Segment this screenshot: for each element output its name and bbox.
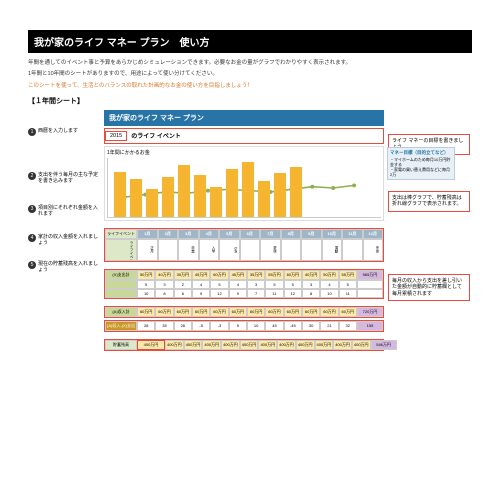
page-title: 我が家のライフ マネー プラン 使い方 <box>28 30 472 53</box>
sheet-label: 【１年間シート】 <box>28 96 472 106</box>
left-annotations: 1西暦を入力します 2支出を伴う毎月の主な予定を書き込みます 3項目別にそれぞれ… <box>28 110 100 351</box>
desc-line-1: 年間を通してのイベント事と予算をあらかじめシミュレーションできます。必要なお金の… <box>28 59 472 67</box>
rnote-3: 毎月の収入から支出を差し引いた金額が自動的に貯蓄欄として毎月累積されます <box>388 274 470 302</box>
income-table: (A)収入計60万円60万円60万円60万円60万円60万円60万円60万円60… <box>104 306 384 318</box>
sub-title: のライフ イベント <box>131 131 181 140</box>
diff-table: (A)収入-(X)支出283526-5-351045-45302132155 <box>104 320 384 332</box>
events-table: ライフイベント1月2月3月4月5月6月7月8月9月10月11月12月 ライフイベ… <box>104 228 384 262</box>
chart-title: 1年間にかかるお金 <box>107 149 381 156</box>
desc-line-3: このシートを使って、生活とのバランスの取れた計画的なお金の使い方を目指しましょう… <box>28 82 472 90</box>
rnote-2: 支出は棒グラフで、貯蓄残高は折れ線グラフで表示されます。 <box>388 191 470 212</box>
year-input[interactable]: 2015 <box>105 131 127 141</box>
note-3: 3項目別にそれぞれ金額を入れます <box>28 205 100 218</box>
summary-box: マネー目標（目的立てなど） ・マイホームのため毎月10万円貯金する ・家電の買い… <box>387 147 455 181</box>
main-layout: 1西暦を入力します 2支出を伴う毎月の主な予定を書き込みます 3項目別にそれぞれ… <box>28 110 472 351</box>
center-content: 我が家のライフ マネー プラン 2015 のライフ イベント マネー目標（目的立… <box>104 110 384 351</box>
bar-chart <box>107 158 381 218</box>
note-1: 1西暦を入力します <box>28 128 100 136</box>
chart-container: マネー目標（目的立てなど） ・マイホームのため毎月10万円貯金する ・家電の買い… <box>104 146 384 221</box>
note-4: 4家計の収入金額を入れましょう <box>28 234 100 247</box>
plan-sub-row: 2015 のライフ イベント <box>104 128 384 144</box>
desc-line-2: 1年間と10年間のシートがありますので、用途によって使い分けてください。 <box>28 70 472 78</box>
note-2: 2支出を伴う毎月の主な予定を書き込みます <box>28 172 100 185</box>
plan-header: 我が家のライフ マネー プラン <box>104 110 384 126</box>
expense-table: (X)支出計50万円40万円30万円45万円60万円45万円35万円55万円60… <box>104 269 384 299</box>
savings-table: 貯蓄残高400万円400万円400万円400万円400万円400万円400万円4… <box>104 339 384 351</box>
note-5: 5現在の貯蓄残高を入れましょう <box>28 261 100 274</box>
